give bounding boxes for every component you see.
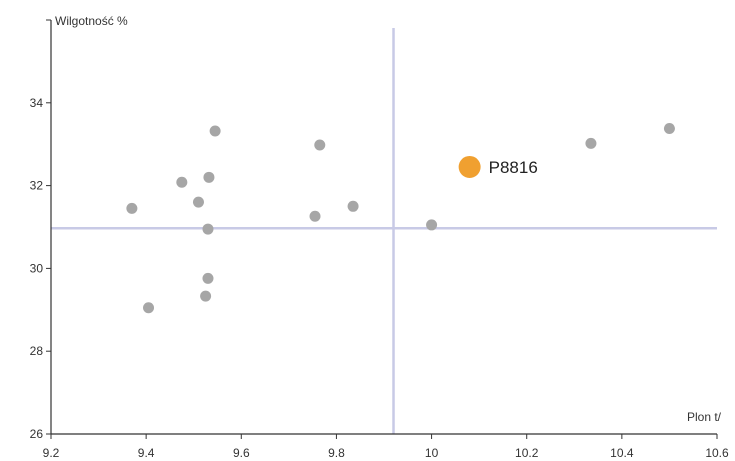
data-point <box>192 196 204 208</box>
data-point <box>663 122 675 134</box>
highlight-point[interactable] <box>458 155 481 178</box>
x-axis-ticks: 9.2 9.4 9.6 9.8 10 10.2 10.4 10.6 <box>43 434 729 460</box>
data-point <box>176 176 188 188</box>
reference-lines <box>51 28 717 434</box>
data-point <box>202 223 214 235</box>
y-tick-label: 34 <box>30 96 44 110</box>
data-point <box>585 137 597 149</box>
x-tick-label: 10.4 <box>610 446 634 460</box>
x-tick-label: 9.6 <box>233 446 250 460</box>
y-tick-label: 26 <box>30 427 44 441</box>
data-point <box>314 139 326 151</box>
data-point <box>203 171 215 183</box>
y-tick-label: 30 <box>30 261 44 275</box>
x-tick-label: 10 <box>425 446 439 460</box>
data-point <box>143 302 155 314</box>
axes <box>50 20 717 435</box>
data-point <box>309 210 321 222</box>
x-tick-label: 10.2 <box>515 446 539 460</box>
data-point <box>347 200 359 212</box>
data-point <box>209 125 221 137</box>
data-points <box>126 122 675 314</box>
y-axis-title: Wilgotność % <box>55 14 128 28</box>
y-tick-label: 32 <box>30 179 44 193</box>
highlight-group: P8816 <box>458 155 538 178</box>
data-point <box>126 202 138 214</box>
data-point <box>200 290 212 302</box>
x-tick-label: 9.8 <box>328 446 345 460</box>
data-point <box>202 272 214 284</box>
x-tick-label: 10.6 <box>705 446 729 460</box>
x-tick-label: 9.4 <box>138 446 155 460</box>
y-tick-label: 28 <box>30 344 44 358</box>
y-axis-ticks: 26 28 30 32 34 <box>30 19 51 441</box>
data-point <box>426 219 438 231</box>
x-axis-title: Plon t/ <box>687 410 722 424</box>
highlight-point-label: P8816 <box>489 158 538 177</box>
x-tick-label: 9.2 <box>43 446 60 460</box>
